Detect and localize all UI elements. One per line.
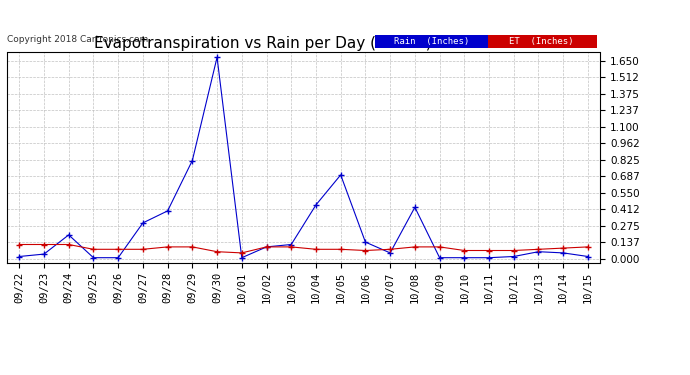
Text: Rain  (Inches): Rain (Inches) <box>393 37 469 46</box>
Text: ET  (Inches): ET (Inches) <box>509 37 573 46</box>
FancyBboxPatch shape <box>488 34 598 48</box>
FancyBboxPatch shape <box>375 34 488 48</box>
Text: Copyright 2018 Cartronics.com: Copyright 2018 Cartronics.com <box>7 35 148 44</box>
Title: Evapotranspiration vs Rain per Day (Inches) 20181016: Evapotranspiration vs Rain per Day (Inch… <box>94 36 513 51</box>
